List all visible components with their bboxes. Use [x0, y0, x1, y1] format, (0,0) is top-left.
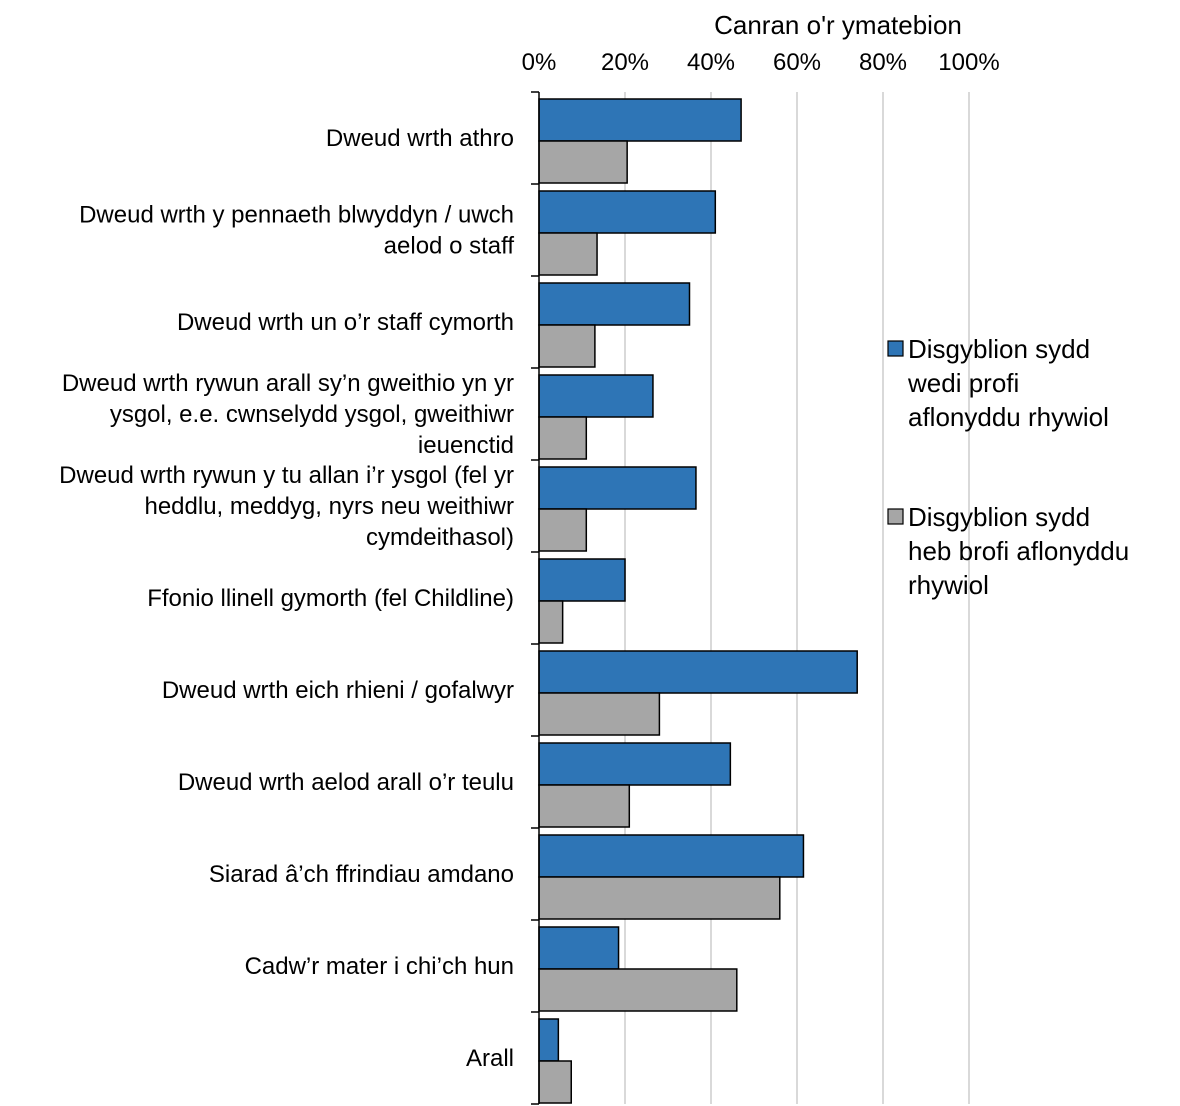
category-labels: Dweud wrth athro Dweud wrth y pennaeth bl… — [59, 125, 514, 1072]
x-tick-label: 20% — [601, 49, 649, 76]
y-axis — [531, 91, 540, 1105]
category-label: Cadw’r mater i chi’ch hun — [245, 953, 514, 980]
category-label: Siarad â’ch ffrindiau amdano — [209, 861, 514, 888]
category-label: Dweud wrth un o’r staff cymorth — [177, 309, 514, 336]
category-label: Ffonio llinell gymorth (fel Childline) — [147, 585, 514, 612]
bars — [538, 98, 858, 1104]
category-label: Dweud wrth rywun arall sy’n gweithio yn … — [62, 370, 514, 459]
bar-experienced — [538, 282, 691, 326]
legend: Disgyblion sydd wedi profi aflonyddu rhywi… — [887, 334, 1129, 600]
bar-experienced — [538, 558, 626, 602]
bar-not-experienced — [538, 692, 661, 736]
bar-experienced — [538, 466, 697, 510]
bar-experienced — [538, 742, 732, 786]
x-axis-tick-labels: 0% 20% 40% 60% 80% 100% — [522, 49, 1000, 76]
x-tick-label: 40% — [687, 49, 735, 76]
bar-not-experienced — [538, 140, 628, 184]
legend-swatch — [887, 340, 904, 357]
x-tick-label: 80% — [859, 49, 907, 76]
bar-not-experienced — [538, 876, 781, 920]
legend-label: Disgyblion sydd wedi profi aflonyddu rhywi… — [907, 334, 1109, 432]
x-tick-label: 100% — [938, 49, 999, 76]
bar-not-experienced — [538, 1060, 572, 1104]
category-label: Dweud wrth rywun y tu allan i’r ysgol (f… — [59, 462, 514, 551]
category-label: Dweud wrth eich rhieni / gofalwyr — [162, 677, 514, 704]
legend-swatch — [887, 508, 904, 525]
x-tick-label: 0% — [522, 49, 557, 76]
category-label: Dweud wrth y pennaeth blwyddyn / uwch ael… — [79, 202, 514, 260]
bar-not-experienced — [538, 324, 596, 368]
category-label: Dweud wrth aelod arall o’r teulu — [178, 769, 514, 796]
bar-experienced — [538, 926, 620, 970]
category-label: Dweud wrth athro — [326, 125, 514, 152]
bar-not-experienced — [538, 508, 588, 552]
x-tick-label: 60% — [773, 49, 821, 76]
gridlines — [624, 92, 970, 1104]
bar-experienced — [538, 1018, 560, 1062]
bar-not-experienced — [538, 784, 631, 828]
bar-not-experienced — [538, 600, 564, 644]
bar-experienced — [538, 650, 858, 694]
bar-not-experienced — [538, 968, 738, 1012]
category-label: Arall — [466, 1045, 514, 1072]
bar-experienced — [538, 834, 805, 878]
bar-experienced — [538, 374, 654, 418]
legend-label: Disgyblion sydd heb brofi aflonyddu rhywio… — [908, 502, 1129, 600]
bar-not-experienced — [538, 416, 588, 460]
bar-not-experienced — [538, 232, 598, 276]
x-axis-title: Canran o'r ymatebion — [714, 10, 962, 40]
bar-experienced — [538, 98, 742, 142]
bar-experienced — [538, 190, 717, 234]
